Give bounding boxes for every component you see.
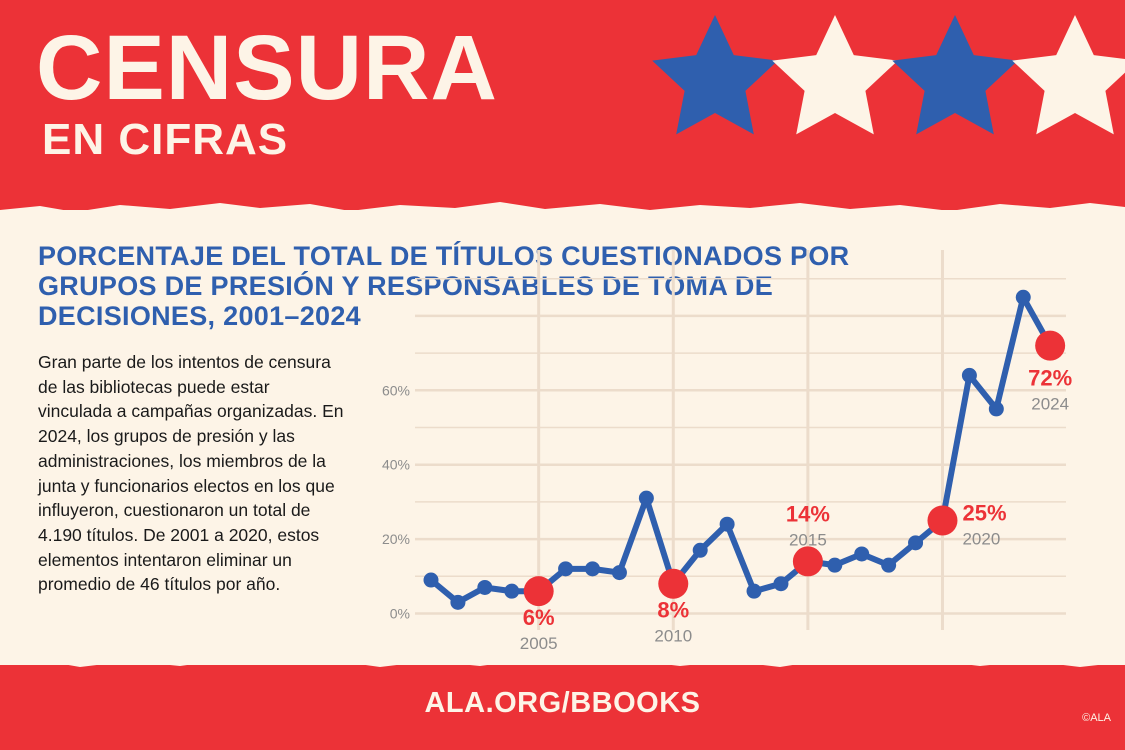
data-point [477,579,493,595]
data-point [611,565,627,581]
copyright: ©ALA [1082,712,1111,724]
description-text: Gran parte de los intentos de censura de… [38,352,344,595]
data-points [423,289,1031,610]
stars-decoration [652,15,1125,135]
data-point [827,557,843,573]
data-point [450,594,466,610]
highlight-year-label: 2024 [1031,395,1069,414]
torn-edge-bottom [0,648,1125,667]
highlight-value-label: 72% [1028,366,1072,391]
page-subtitle: EN CIFRAS [42,115,289,164]
highlight-value-label: 8% [657,598,689,623]
data-point [773,576,789,592]
highlight-year-label: 2015 [789,530,827,549]
data-point [988,401,1004,417]
data-point [638,490,654,506]
data-point [719,516,735,532]
torn-edge-top [0,202,1125,224]
series-line [428,294,1054,606]
highlights: 6% 2005 8% 2010 14% 2015 25% 2020 72% 2024 [520,330,1072,653]
highlight-value-label: 6% [523,605,555,630]
data-point [881,557,897,573]
data-point [585,561,601,577]
data-point [1015,289,1031,305]
highlight-point [792,546,823,577]
star-icon [1012,15,1125,135]
data-point [746,583,762,599]
highlight-point [523,576,554,607]
chart-title: PORCENTAJE DEL TOTAL DE TÍTULOS CUESTION… [38,241,850,331]
y-tick-label: 20% [382,531,410,547]
highlight-value-label: 14% [786,501,830,526]
data-point [504,583,520,599]
data-point [854,546,870,562]
grid [415,250,1066,630]
y-tick-label: 60% [382,382,410,398]
page-title: CENSURA [36,17,498,119]
line-chart: 0% 20% 40% 60% 6% 2005 8% 2010 14% 2015 25% 2020 72… [382,250,1072,653]
highlight-year-label: 2010 [654,627,692,646]
content-panel [0,210,1125,665]
data-point [961,367,977,383]
data-point [558,561,574,577]
data-point [692,542,708,558]
highlight-point [658,568,689,599]
footer-url[interactable]: ALA.ORG/BBOOKS [424,687,701,719]
star-icon [772,15,898,135]
star-icon [652,15,778,135]
y-axis-ticks: 0% 20% 40% 60% [382,382,410,621]
highlight-year-label: 2020 [962,530,1000,549]
highlight-value-label: 25% [962,501,1006,526]
data-point [908,535,924,551]
data-point [423,572,439,588]
highlight-year-label: 2005 [520,634,558,653]
star-icon [892,15,1018,135]
y-tick-label: 40% [382,457,410,473]
highlight-point [1035,330,1066,361]
y-tick-label: 0% [390,606,410,622]
highlight-point [927,505,958,536]
